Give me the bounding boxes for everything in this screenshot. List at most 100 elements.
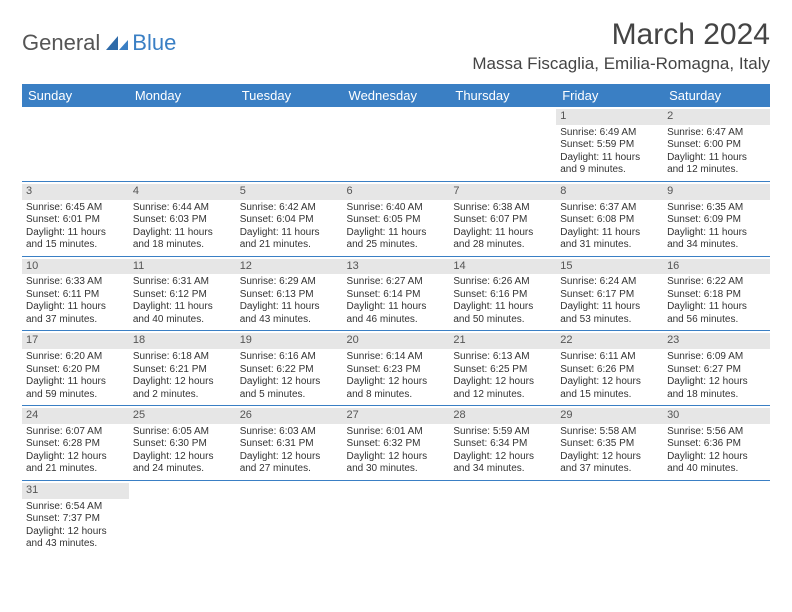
calendar-day-cell [129,480,236,554]
brand-part1: General [22,30,100,56]
calendar-day-cell [343,107,450,181]
day-daylight2: and 46 minutes. [347,314,446,327]
day-number: 3 [22,184,129,200]
day-sunrise: Sunrise: 6:11 AM [560,351,659,364]
calendar-week: 31Sunrise: 6:54 AMSunset: 7:37 PMDayligh… [22,480,770,554]
day-daylight2: and 15 minutes. [560,389,659,402]
day-sunrise: Sunrise: 6:18 AM [133,351,232,364]
brand-sail-icon [104,34,130,52]
calendar-day-cell: 7Sunrise: 6:38 AMSunset: 6:07 PMDaylight… [449,181,556,256]
day-daylight2: and 43 minutes. [26,538,125,551]
day-sunrise: Sunrise: 6:37 AM [560,202,659,215]
calendar-day-cell: 25Sunrise: 6:05 AMSunset: 6:30 PMDayligh… [129,406,236,481]
calendar-day-cell: 18 Sunrise: 6:18 AMSunset: 6:21 PMDayligh… [129,331,236,406]
day-sunset: Sunset: 6:14 PM [347,289,446,302]
day-daylight1: Daylight: 12 hours [453,451,552,464]
day-daylight1: Daylight: 12 hours [26,526,125,539]
day-daylight2: and 53 minutes. [560,314,659,327]
day-number: 6 [343,184,450,200]
calendar-day-cell [343,480,450,554]
day-sunset: Sunset: 6:05 PM [347,214,446,227]
day-sunset: Sunset: 6:34 PM [453,438,552,451]
day-sunrise: Sunrise: 6:33 AM [26,276,125,289]
calendar-day-cell: 13Sunrise: 6:27 AMSunset: 6:14 PMDayligh… [343,256,450,331]
calendar-day-cell: 11Sunrise: 6:31 AMSunset: 6:12 PMDayligh… [129,256,236,331]
calendar-week: 17Sunrise: 6:20 AMSunset: 6:20 PMDayligh… [22,331,770,406]
day-sunrise: Sunrise: 6:20 AM [26,351,125,364]
day-number: 10 [22,259,129,275]
day-number: 19 [236,333,343,349]
calendar-day-cell: 26Sunrise: 6:03 AMSunset: 6:31 PMDayligh… [236,406,343,481]
day-sunrise: Sunrise: 6:40 AM [347,202,446,215]
calendar-week: 3Sunrise: 6:45 AMSunset: 6:01 PMDaylight… [22,181,770,256]
day-number: 30 [663,408,770,424]
day-daylight2: and 18 minutes. [667,389,766,402]
calendar-week: 10Sunrise: 6:33 AMSunset: 6:11 PMDayligh… [22,256,770,331]
day-sunset: Sunset: 6:28 PM [26,438,125,451]
calendar-day-cell [129,107,236,181]
calendar-day-cell: 15Sunrise: 6:24 AMSunset: 6:17 PMDayligh… [556,256,663,331]
day-daylight1: Daylight: 11 hours [26,376,125,389]
day-daylight2: and 40 minutes. [133,314,232,327]
day-daylight1: Daylight: 11 hours [667,301,766,314]
day-sunrise: Sunrise: 5:56 AM [667,426,766,439]
calendar-table: SundayMondayTuesdayWednesdayThursdayFrid… [22,84,770,555]
calendar-day-cell: 20Sunrise: 6:14 AMSunset: 6:23 PMDayligh… [343,331,450,406]
day-sunset: Sunset: 5:59 PM [560,139,659,152]
day-daylight2: and 25 minutes. [347,239,446,252]
day-number: 13 [343,259,450,275]
calendar-day-cell: 12Sunrise: 6:29 AMSunset: 6:13 PMDayligh… [236,256,343,331]
calendar-day-cell: 1Sunrise: 6:49 AMSunset: 5:59 PMDaylight… [556,107,663,181]
day-daylight2: and 56 minutes. [667,314,766,327]
day-sunrise: Sunrise: 6:13 AM [453,351,552,364]
day-sunrise: Sunrise: 5:58 AM [560,426,659,439]
calendar-day-cell [236,480,343,554]
weekday-header: Thursday [449,84,556,107]
day-daylight1: Daylight: 11 hours [560,301,659,314]
calendar-week: 24Sunrise: 6:07 AMSunset: 6:28 PMDayligh… [22,406,770,481]
calendar-day-cell: 27Sunrise: 6:01 AMSunset: 6:32 PMDayligh… [343,406,450,481]
day-sunrise: Sunrise: 6:16 AM [240,351,339,364]
day-daylight1: Daylight: 11 hours [667,227,766,240]
day-number: 18 [129,333,236,349]
location-subtitle: Massa Fiscaglia, Emilia-Romagna, Italy [472,54,770,74]
day-sunrise: Sunrise: 6:22 AM [667,276,766,289]
calendar-body: 1Sunrise: 6:49 AMSunset: 5:59 PMDaylight… [22,107,770,555]
day-sunrise: Sunrise: 6:45 AM [26,202,125,215]
day-sunset: Sunset: 6:22 PM [240,364,339,377]
day-daylight2: and 31 minutes. [560,239,659,252]
calendar-day-cell: 8Sunrise: 6:37 AMSunset: 6:08 PMDaylight… [556,181,663,256]
day-number: 29 [556,408,663,424]
calendar-day-cell: 14Sunrise: 6:26 AMSunset: 6:16 PMDayligh… [449,256,556,331]
day-sunrise: Sunrise: 6:49 AM [560,127,659,140]
day-daylight1: Daylight: 12 hours [347,451,446,464]
day-sunrise: Sunrise: 6:47 AM [667,127,766,140]
day-sunrise: Sunrise: 5:59 AM [453,426,552,439]
day-sunset: Sunset: 6:17 PM [560,289,659,302]
day-daylight2: and 24 minutes. [133,463,232,476]
day-sunset: Sunset: 6:36 PM [667,438,766,451]
calendar-day-cell: 28Sunrise: 5:59 AMSunset: 6:34 PMDayligh… [449,406,556,481]
day-sunset: Sunset: 6:26 PM [560,364,659,377]
day-sunrise: Sunrise: 6:29 AM [240,276,339,289]
day-daylight1: Daylight: 12 hours [560,451,659,464]
day-number: 8 [556,184,663,200]
day-daylight2: and 50 minutes. [453,314,552,327]
day-daylight1: Daylight: 12 hours [133,376,232,389]
day-number: 7 [449,184,556,200]
day-daylight1: Daylight: 11 hours [26,227,125,240]
weekday-header: Saturday [663,84,770,107]
calendar-day-cell: 31Sunrise: 6:54 AMSunset: 7:37 PMDayligh… [22,480,129,554]
day-daylight1: Daylight: 12 hours [240,451,339,464]
day-sunrise: Sunrise: 6:05 AM [133,426,232,439]
day-sunset: Sunset: 6:18 PM [667,289,766,302]
calendar-day-cell [22,107,129,181]
day-daylight2: and 15 minutes. [26,239,125,252]
day-daylight2: and 30 minutes. [347,463,446,476]
title-block: March 2024 Massa Fiscaglia, Emilia-Romag… [472,18,770,78]
calendar-day-cell: 9Sunrise: 6:35 AMSunset: 6:09 PMDaylight… [663,181,770,256]
day-daylight1: Daylight: 12 hours [240,376,339,389]
day-sunset: Sunset: 6:21 PM [133,364,232,377]
day-sunset: Sunset: 6:32 PM [347,438,446,451]
day-number: 20 [343,333,450,349]
